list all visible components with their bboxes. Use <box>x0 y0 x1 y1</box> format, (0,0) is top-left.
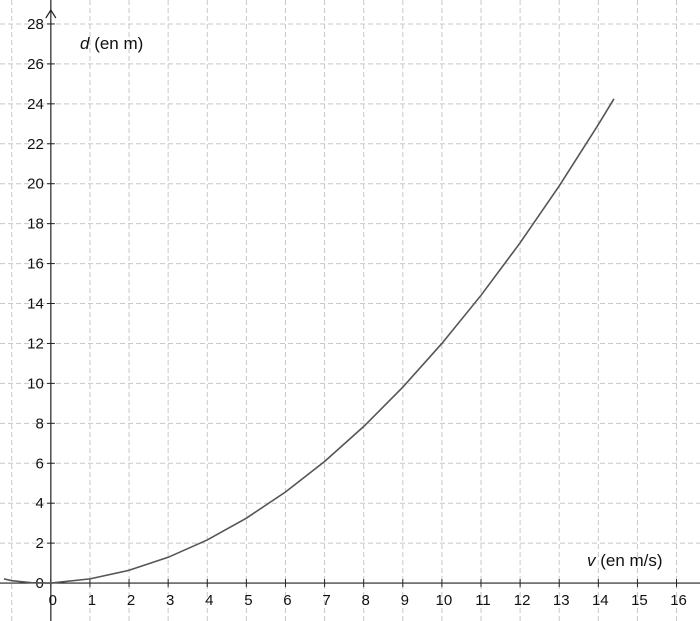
y-tick-label: 24 <box>27 96 44 113</box>
y-tick-label: 16 <box>27 256 44 273</box>
x-axis-label: v (en m/s) <box>587 551 663 570</box>
y-tick-label: 14 <box>27 296 44 313</box>
x-tick-label: 1 <box>88 592 96 609</box>
y-tick-label: 2 <box>35 535 43 552</box>
series <box>4 99 614 583</box>
y-tick-label: 12 <box>27 335 44 352</box>
x-tick-label: 9 <box>401 592 409 609</box>
x-tick-label: 8 <box>362 592 370 609</box>
y-tick-label: 8 <box>35 415 43 432</box>
x-tick-label: 7 <box>322 592 330 609</box>
x-tick-label: 10 <box>436 592 453 609</box>
ticks: 0123456789101112131415160246810121416182… <box>27 16 687 609</box>
y-tick-label: 18 <box>27 216 44 233</box>
y-axis-unit: (en m) <box>89 34 143 53</box>
x-tick-label: 13 <box>553 592 570 609</box>
y-tick-label: 22 <box>27 136 44 153</box>
y-tick-label: 10 <box>27 375 44 392</box>
y-tick-label: 26 <box>27 56 44 73</box>
x-tick-label: 6 <box>283 592 291 609</box>
x-tick-label: 4 <box>205 592 213 609</box>
x-tick-label: 14 <box>592 592 609 609</box>
x-tick-label: 15 <box>631 592 648 609</box>
x-tick-label: 3 <box>166 592 174 609</box>
x-tick-label: 5 <box>244 592 252 609</box>
x-tick-label: 0 <box>49 592 57 609</box>
x-tick-label: 16 <box>670 592 687 609</box>
x-axis-unit: (en m/s) <box>596 551 663 570</box>
y-tick-label: 6 <box>35 455 43 472</box>
y-axis-label: d (en m) <box>80 34 143 53</box>
x-tick-label: 2 <box>127 592 135 609</box>
x-tick-label: 12 <box>514 592 531 609</box>
y-tick-label: 4 <box>35 495 43 512</box>
x-tick-label: 11 <box>475 592 491 609</box>
y-tick-label: 28 <box>27 16 44 33</box>
y-tick-label: 20 <box>27 176 44 193</box>
series-line <box>4 99 614 583</box>
